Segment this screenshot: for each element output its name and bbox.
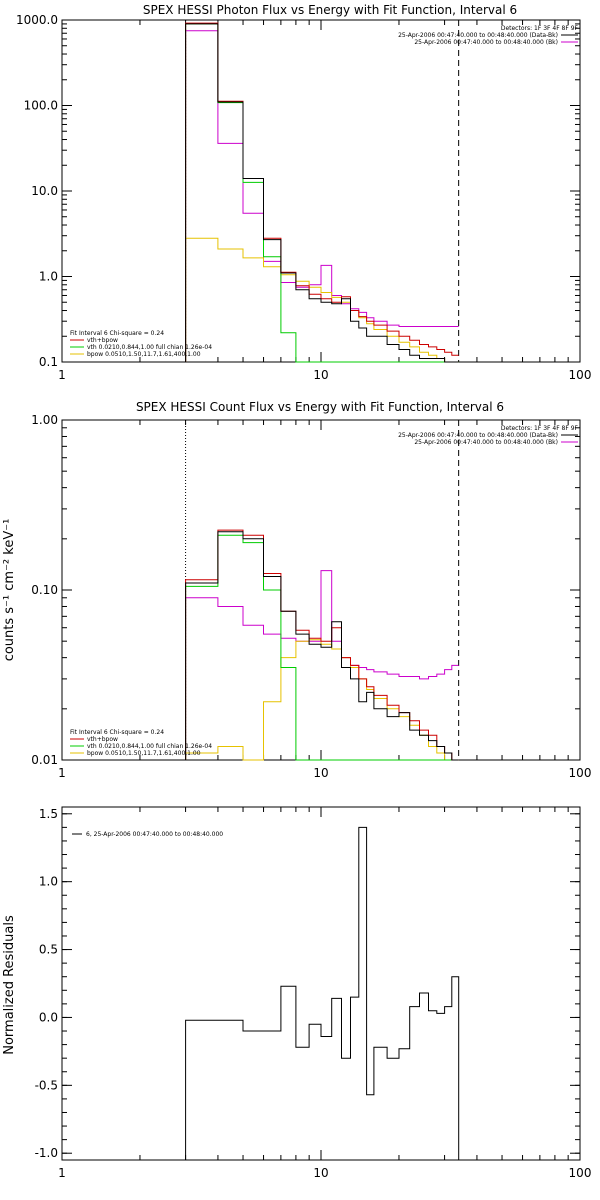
photon-total-histogram [185, 22, 459, 362]
photon-bpow-histogram [185, 237, 459, 363]
count-y-tick-label: 0.10 [31, 583, 58, 597]
count-x-tick-label: 100 [569, 766, 592, 780]
photon-fit-legend: Fit Interval 6 Chi-square = 0.24 vth+bpo… [70, 330, 212, 358]
residuals-axis-ticks: 1 10 100 -1.0 -0.5 0.0 0.5 1.0 1.5 [35, 807, 592, 1180]
count-flux-panel: SPEX HESSI Count Flux vs Energy with Fit… [2, 400, 591, 780]
count-total-legend-label: vth+bpow [87, 736, 118, 743]
count-y-tick-label: 0.01 [31, 753, 58, 767]
photon-flux-title: SPEX HESSI Photon Flux vs Energy with Fi… [143, 3, 517, 17]
count-fit-legend: Fit Interval 6 Chi-square = 0.24 vth+bpo… [70, 729, 212, 757]
count-vth-legend-label: vth 0.0210,0.844,1.00 full chian 1.26e-0… [87, 743, 212, 750]
photon-x-tick-label: 100 [569, 368, 592, 382]
photon-x-tick-label: 1 [58, 368, 66, 382]
residuals-y-tick-label: -1.0 [35, 1146, 58, 1160]
count-detectors-label: Detectors: 1F 3F 4F 8F 9F [501, 425, 579, 432]
residuals-panel: Normalized Residuals 1 10 100 -1.0 -0.5 0.0 0.… [2, 806, 592, 1180]
residuals-y-tick-label: 1.0 [39, 875, 58, 889]
residuals-series [185, 826, 460, 1160]
count-x-tick-label: 10 [313, 766, 328, 780]
residuals-x-tick-label: 100 [569, 1166, 592, 1180]
photon-flux-panel: SPEX HESSI Photon Flux vs Energy with Fi… [16, 3, 591, 382]
count-vth-histogram [185, 534, 459, 761]
residuals-y-tick-label: 0.5 [39, 943, 58, 957]
count-bpow-histogram [185, 639, 459, 761]
residuals-x-tick-label: 10 [313, 1166, 328, 1180]
residuals-data-histogram [185, 826, 460, 1160]
count-fit-title: Fit Interval 6 Chi-square = 0.24 [70, 729, 164, 736]
photon-fit-title: Fit Interval 6 Chi-square = 0.24 [70, 330, 164, 337]
photon-data-interval-label: 25-Apr-2006 00:47:40.000 to 00:48:40.000… [398, 32, 558, 39]
photon-x-tick-label: 10 [313, 368, 328, 382]
photon-axis-ticks: 1 10 100 0.1 1.0 10.0 100.0 1000.0 [16, 13, 591, 382]
count-data-histogram [185, 531, 459, 761]
count-bpow-legend-label: bpow 0.0510,1.50,11.7,1.61,400,1.00 [87, 750, 201, 757]
photon-bk-interval-label: 25-Apr-2006 00:47:40.000 to 00:48:40.000… [414, 39, 558, 46]
residuals-ylabel: Normalized Residuals [2, 915, 17, 1055]
count-y-tick-label: 1.00 [31, 413, 58, 427]
residuals-legend: 6, 25-Apr-2006 00:47:40.000 to 00:48:40.… [72, 831, 223, 838]
count-bk-histogram [185, 570, 459, 760]
photon-detectors-label: Detectors: 1F 3F 4F 8F 9F [501, 25, 579, 32]
count-x-tick-label: 1 [58, 766, 66, 780]
photon-y-tick-label: 1.0 [39, 270, 58, 284]
photon-y-tick-label: 100.0 [24, 99, 58, 113]
residuals-y-tick-label: 1.5 [39, 807, 58, 821]
photon-series [185, 20, 460, 363]
count-header-legend: Detectors: 1F 3F 4F 8F 9F 25-Apr-2006 00… [398, 425, 578, 446]
count-axis-ticks: 1 10 100 0.01 0.10 1.00 [31, 413, 591, 780]
photon-total-legend-label: vth+bpow [87, 337, 118, 344]
photon-bpow-legend-label: bpow 0.0510,1.50,11.7,1.61,400,1.00 [87, 351, 201, 358]
photon-bk-histogram [185, 30, 459, 362]
residuals-x-tick-label: 1 [58, 1166, 66, 1180]
count-data-interval-label: 25-Apr-2006 00:47:40.000 to 00:48:40.000… [398, 432, 558, 439]
photon-plot-frame [61, 19, 581, 363]
count-series [185, 420, 460, 761]
photon-vth-legend-label: vth 0.0210,0.844,1.00 full chian 1.26e-0… [87, 344, 212, 351]
count-ylabel: counts s⁻¹ cm⁻² keV⁻¹ [2, 519, 17, 662]
count-total-histogram [185, 529, 459, 761]
photon-y-tick-label: 0.1 [39, 355, 58, 369]
count-flux-title: SPEX HESSI Count Flux vs Energy with Fit… [136, 400, 504, 414]
residuals-y-tick-label: -0.5 [35, 1078, 58, 1092]
photon-vth-histogram [185, 23, 459, 363]
photon-data-histogram [185, 23, 459, 363]
photon-header-legend: Detectors: 1F 3F 4F 8F 9F 25-Apr-2006 00… [398, 25, 578, 46]
residuals-y-tick-label: 0.0 [39, 1010, 58, 1024]
count-bk-interval-label: 25-Apr-2006 00:47:40.000 to 00:48:40.000… [414, 439, 558, 446]
residuals-legend-label: 6, 25-Apr-2006 00:47:40.000 to 00:48:40.… [86, 831, 223, 838]
residuals-plot-frame [61, 806, 581, 1161]
photon-y-tick-label: 10.0 [31, 184, 58, 198]
photon-y-tick-label: 1000.0 [16, 13, 58, 27]
